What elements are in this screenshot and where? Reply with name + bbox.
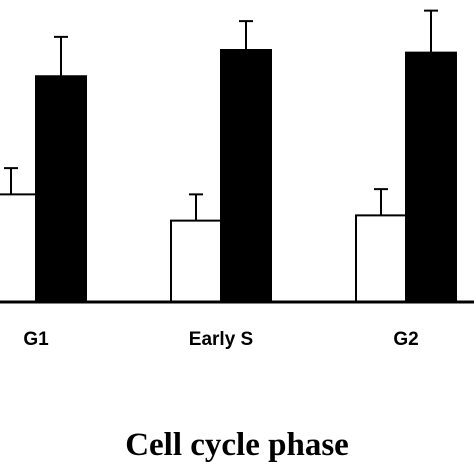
x-tick-label: Early S — [189, 329, 253, 350]
bar-series1-g1 — [0, 193, 37, 303]
bar-series2-g1 — [35, 75, 87, 303]
x-tick-labels: G1 Early S G2 — [23, 329, 418, 350]
bar-series1-early-s — [170, 219, 222, 303]
x-tick-label: G2 — [393, 329, 418, 350]
x-tick-label: G1 — [23, 329, 49, 350]
bar-series2-g2 — [405, 51, 457, 303]
bar-series2-early-s — [220, 49, 272, 303]
x-axis-label: Cell cycle phase — [125, 427, 349, 463]
bars-layer — [0, 9, 457, 303]
bar-series1-g2 — [355, 214, 407, 303]
